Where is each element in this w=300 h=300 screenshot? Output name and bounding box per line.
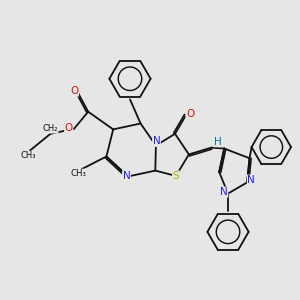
Text: S: S — [172, 171, 179, 181]
Text: N: N — [248, 175, 255, 185]
Text: CH₃: CH₃ — [70, 169, 86, 178]
Text: N: N — [153, 136, 160, 146]
Text: O: O — [70, 86, 79, 96]
Text: O: O — [64, 123, 73, 133]
Text: CH₃: CH₃ — [21, 151, 36, 160]
Text: CH₂: CH₂ — [43, 124, 58, 133]
Text: O: O — [186, 109, 194, 119]
Text: N: N — [220, 187, 228, 197]
Text: N: N — [123, 171, 130, 181]
Text: H: H — [214, 137, 222, 147]
